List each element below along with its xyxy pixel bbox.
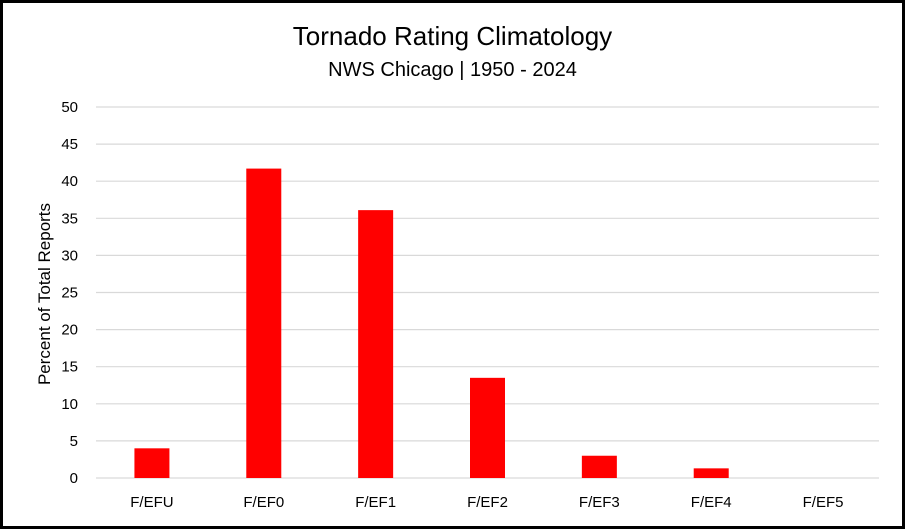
bar-f-ef0: [246, 168, 282, 478]
y-tick-label-45: 45: [61, 136, 78, 153]
x-tick-label-f-ef3: F/EF3: [579, 494, 620, 511]
x-tick-labels: F/EFU F/EF0 F/EF1 F/EF2 F/EF3 F/EF4 F/EF5: [130, 494, 843, 511]
x-tick-label-f-ef1: F/EF1: [355, 494, 396, 511]
bar-f-ef3: [581, 455, 617, 478]
gridlines: [96, 106, 879, 479]
y-tick-label-0: 0: [70, 470, 78, 487]
x-tick-label-f-efu: F/EFU: [130, 494, 173, 511]
chart-title: Tornado Rating Climatology: [292, 21, 613, 51]
y-tick-labels: 0 5 10 15 20 25 30 35 40 45 50: [61, 99, 78, 487]
y-tick-label-20: 20: [61, 322, 78, 339]
x-tick-label-f-ef5: F/EF5: [803, 494, 844, 511]
y-tick-label-50: 50: [61, 99, 78, 116]
y-tick-label-15: 15: [61, 359, 78, 376]
y-tick-label-40: 40: [61, 173, 78, 190]
y-tick-label-10: 10: [61, 396, 78, 413]
y-tick-label-25: 25: [61, 285, 78, 302]
bar-f-efu: [134, 448, 170, 478]
x-tick-label-f-ef2: F/EF2: [467, 494, 508, 511]
x-tick-label-f-ef0: F/EF0: [243, 494, 284, 511]
bar-f-ef4: [693, 468, 729, 478]
x-tick-label-f-ef4: F/EF4: [691, 494, 732, 511]
bars: [134, 168, 729, 478]
bar-f-ef1: [358, 210, 394, 478]
chart-subtitle: NWS Chicago | 1950 - 2024: [328, 59, 577, 81]
bar-f-ef2: [470, 377, 505, 478]
y-tick-label-35: 35: [61, 210, 78, 227]
y-tick-label-30: 30: [61, 247, 78, 264]
y-tick-label-5: 5: [70, 433, 78, 450]
